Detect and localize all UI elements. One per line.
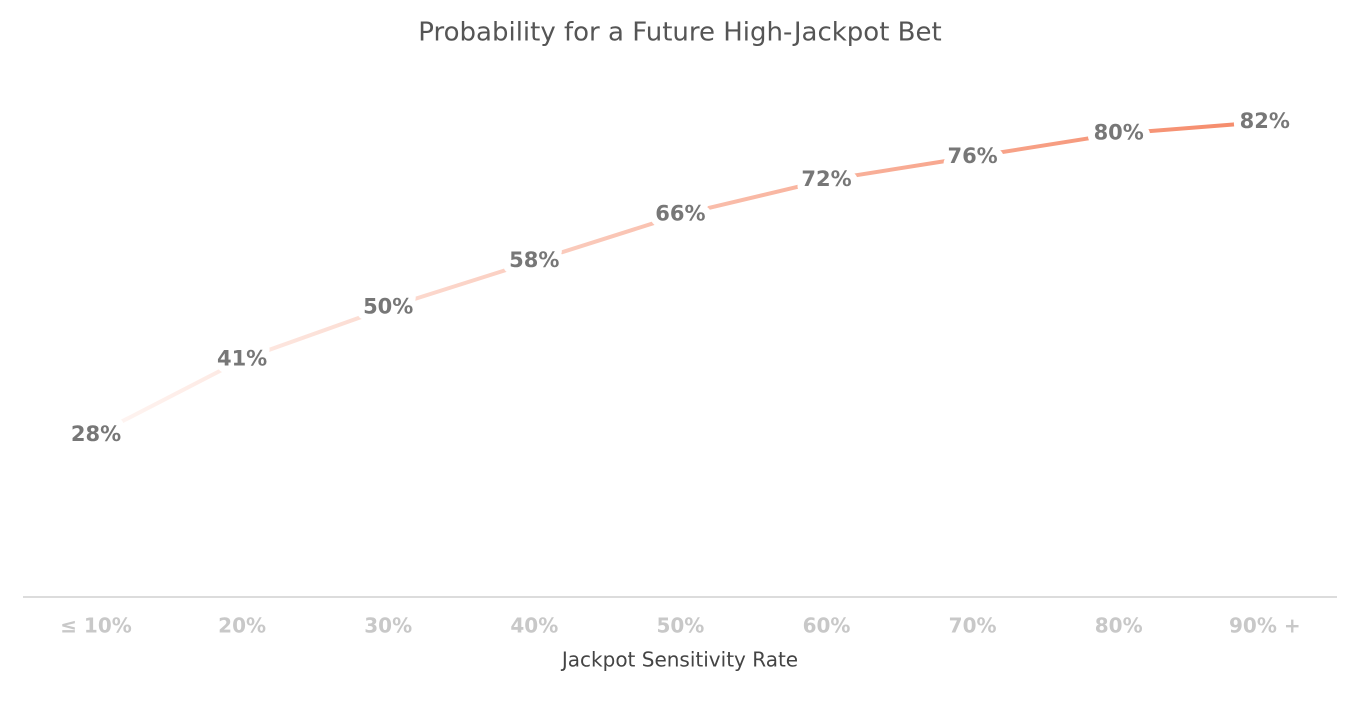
data-label: 28% [71,422,121,446]
data-label: 66% [655,202,705,226]
x-tick-label: ≤ 10% [60,614,132,638]
data-label: 76% [947,144,997,168]
data-label: 50% [363,294,413,318]
data-label: 41% [217,347,267,371]
x-axis-title: Jackpot Sensitivity Rate [560,648,798,672]
x-tick-label: 50% [656,614,704,638]
line [95,120,1265,437]
x-tick-label: 70% [949,614,997,638]
data-label: 82% [1240,109,1290,133]
chart-title: Probability for a Future High-Jackpot Be… [418,18,941,48]
x-tick-label: 60% [803,614,851,638]
data-label: 72% [801,167,851,191]
data-label: 58% [509,248,559,272]
x-tick-label: 20% [218,614,266,638]
x-tick-label: 90% + [1229,614,1301,638]
data-label: 80% [1094,121,1144,145]
x-tick-label: 40% [510,614,558,638]
x-tick-label: 80% [1095,614,1143,638]
x-tick-label: 30% [364,614,412,638]
